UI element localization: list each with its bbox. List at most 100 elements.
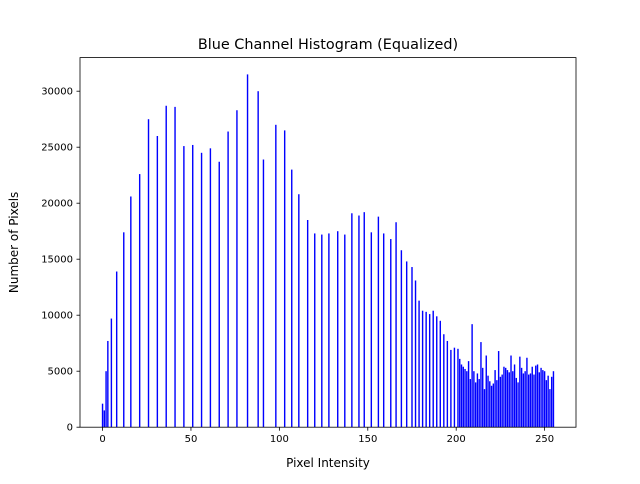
y-tick-label: 15000 xyxy=(41,255,73,266)
histogram-bar xyxy=(377,216,380,428)
histogram-bar xyxy=(165,105,167,428)
histogram-bar xyxy=(218,161,220,428)
histogram-bar xyxy=(550,376,553,428)
histogram-bar xyxy=(103,410,106,428)
histogram-bar xyxy=(549,389,551,428)
histogram-bar xyxy=(482,367,484,428)
histogram-bar xyxy=(453,347,456,428)
histogram-bar xyxy=(535,365,537,428)
y-tick-label: 20000 xyxy=(41,199,73,210)
histogram-bar xyxy=(524,371,526,428)
histogram-bar xyxy=(552,371,555,428)
histogram-bar xyxy=(425,311,427,428)
histogram-bar xyxy=(358,215,360,428)
histogram-bar xyxy=(107,340,109,428)
histogram-bar xyxy=(236,110,238,428)
histogram-bar xyxy=(478,379,480,428)
histogram-bar xyxy=(414,280,417,428)
x-axis-ticks: 0 50 100 150 200 250 xyxy=(99,427,554,445)
histogram-bar xyxy=(446,340,449,428)
histogram-bar xyxy=(517,382,519,428)
histogram-bar xyxy=(298,194,300,428)
histogram-bar xyxy=(439,320,441,428)
histogram-bar xyxy=(538,372,541,428)
histogram-bar xyxy=(499,376,502,428)
histogram-bar xyxy=(115,271,118,428)
histogram-bar xyxy=(395,222,397,428)
histogram-bar xyxy=(473,371,475,428)
histogram-bar xyxy=(483,389,486,428)
histogram-bar xyxy=(515,377,518,428)
histogram-bar xyxy=(480,342,482,428)
histogram-bar xyxy=(494,370,496,428)
x-tick-label: 200 xyxy=(447,434,466,445)
histogram-bar xyxy=(363,212,365,428)
histogram-bar xyxy=(526,357,528,428)
histogram-bar xyxy=(283,130,286,428)
histogram-bar xyxy=(382,233,385,428)
histogram-bar xyxy=(462,366,464,428)
histogram-bar xyxy=(351,213,353,428)
histogram-bar xyxy=(246,74,249,428)
histogram-bar xyxy=(147,119,150,428)
histogram-bar xyxy=(138,174,141,428)
histogram-bar xyxy=(257,91,259,428)
histogram-bar xyxy=(533,374,535,428)
histogram-bar xyxy=(527,374,530,428)
histogram-bar xyxy=(344,234,346,428)
histogram-bar xyxy=(496,380,498,428)
histogram-bar xyxy=(474,382,477,428)
histogram-bar xyxy=(501,374,503,428)
histogram-bar xyxy=(314,233,316,428)
histogram-bar xyxy=(487,375,489,428)
histogram-bar xyxy=(400,250,403,428)
histogram-bar xyxy=(476,373,479,428)
histogram-bar xyxy=(110,318,113,428)
histogram-bar xyxy=(466,371,468,428)
chart-title: Blue Channel Histogram (Equalized) xyxy=(198,37,458,53)
x-tick-label: 150 xyxy=(358,434,377,445)
histogram-bar xyxy=(459,358,461,428)
histogram-bar xyxy=(209,148,212,428)
histogram-bar xyxy=(432,310,434,428)
y-axis-label: Number of Pixels xyxy=(7,192,21,293)
histogram-bar xyxy=(460,364,463,428)
histogram-bar xyxy=(192,144,194,428)
histogram-bar xyxy=(497,351,500,428)
histogram-bar xyxy=(450,349,452,428)
histogram-bar xyxy=(519,356,521,428)
histogram-bar xyxy=(457,348,459,428)
histogram-bar xyxy=(130,196,132,428)
histogram-bar xyxy=(464,368,466,428)
histogram-bar xyxy=(547,375,549,428)
histogram-bar xyxy=(227,131,229,428)
histogram-bar xyxy=(469,379,472,428)
histogram-bar xyxy=(522,373,525,428)
y-tick-label: 10000 xyxy=(41,311,73,322)
histogram-bar xyxy=(531,366,533,428)
histogram-bar xyxy=(411,267,413,428)
histogram-bar xyxy=(105,371,107,428)
histogram-bar xyxy=(390,239,392,428)
histogram-bar xyxy=(512,371,514,428)
histogram-bar xyxy=(503,366,505,428)
histogram-bar xyxy=(490,385,493,428)
x-tick-label: 250 xyxy=(535,434,554,445)
bar-series xyxy=(101,74,555,428)
histogram-bar xyxy=(471,324,473,428)
histogram-bar xyxy=(328,233,330,428)
x-tick-label: 0 xyxy=(99,434,105,445)
histogram-bar xyxy=(520,367,523,428)
histogram-bar xyxy=(506,370,509,428)
histogram-bar xyxy=(321,234,323,428)
histogram-bar xyxy=(418,300,420,428)
histogram-bar xyxy=(370,232,373,428)
histogram-bar xyxy=(510,355,512,428)
histogram-bar xyxy=(275,124,277,428)
histogram-bar xyxy=(156,136,159,428)
histogram-bar xyxy=(489,381,491,428)
histogram-bar xyxy=(529,373,532,428)
histogram-bar xyxy=(101,403,104,428)
histogram-bar xyxy=(485,355,487,428)
